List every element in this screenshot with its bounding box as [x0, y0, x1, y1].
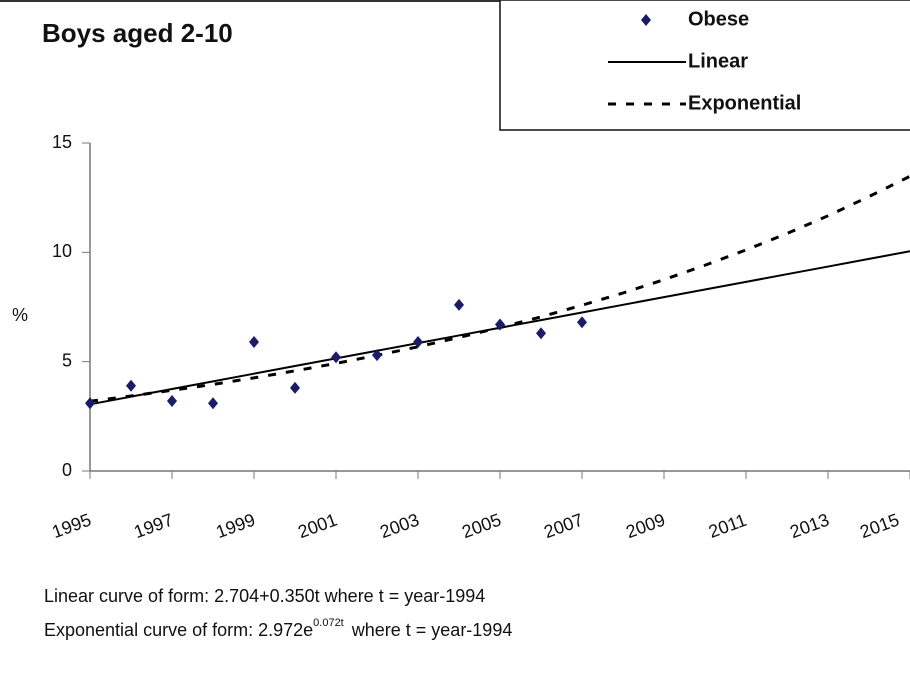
- legend-label: Exponential: [688, 92, 801, 114]
- point: [85, 397, 95, 410]
- y-tick-label: 5: [62, 350, 72, 370]
- note: Linear curve of form: 2.704+0.350t where…: [44, 586, 485, 606]
- point: [454, 298, 464, 311]
- point: [495, 318, 505, 331]
- legend-marker: [641, 14, 651, 26]
- point: [413, 335, 423, 348]
- y-tick-label: 0: [62, 460, 72, 480]
- note-text: where t = year-1994: [351, 620, 513, 640]
- legend-label: Linear: [688, 50, 748, 72]
- y-axis-label: %: [12, 305, 28, 325]
- point: [208, 397, 218, 410]
- point: [331, 351, 341, 364]
- point: [577, 316, 587, 329]
- point: [290, 381, 300, 394]
- chart-title: Boys aged 2-10: [42, 18, 233, 48]
- note-text: Exponential curve of form: 2.972e: [44, 620, 313, 640]
- point: [536, 327, 546, 340]
- point: [167, 395, 177, 408]
- legend-label: Obese: [688, 8, 749, 30]
- legend-box: [499, 0, 910, 131]
- point: [372, 349, 382, 362]
- point: [126, 379, 136, 392]
- y-tick-label: 15: [52, 132, 72, 152]
- point: [249, 335, 259, 348]
- note-superscript: 0.072t: [313, 617, 344, 629]
- y-tick-label: 10: [52, 241, 72, 261]
- note: Exponential curve of form: 2.972e0.072t w…: [44, 617, 512, 640]
